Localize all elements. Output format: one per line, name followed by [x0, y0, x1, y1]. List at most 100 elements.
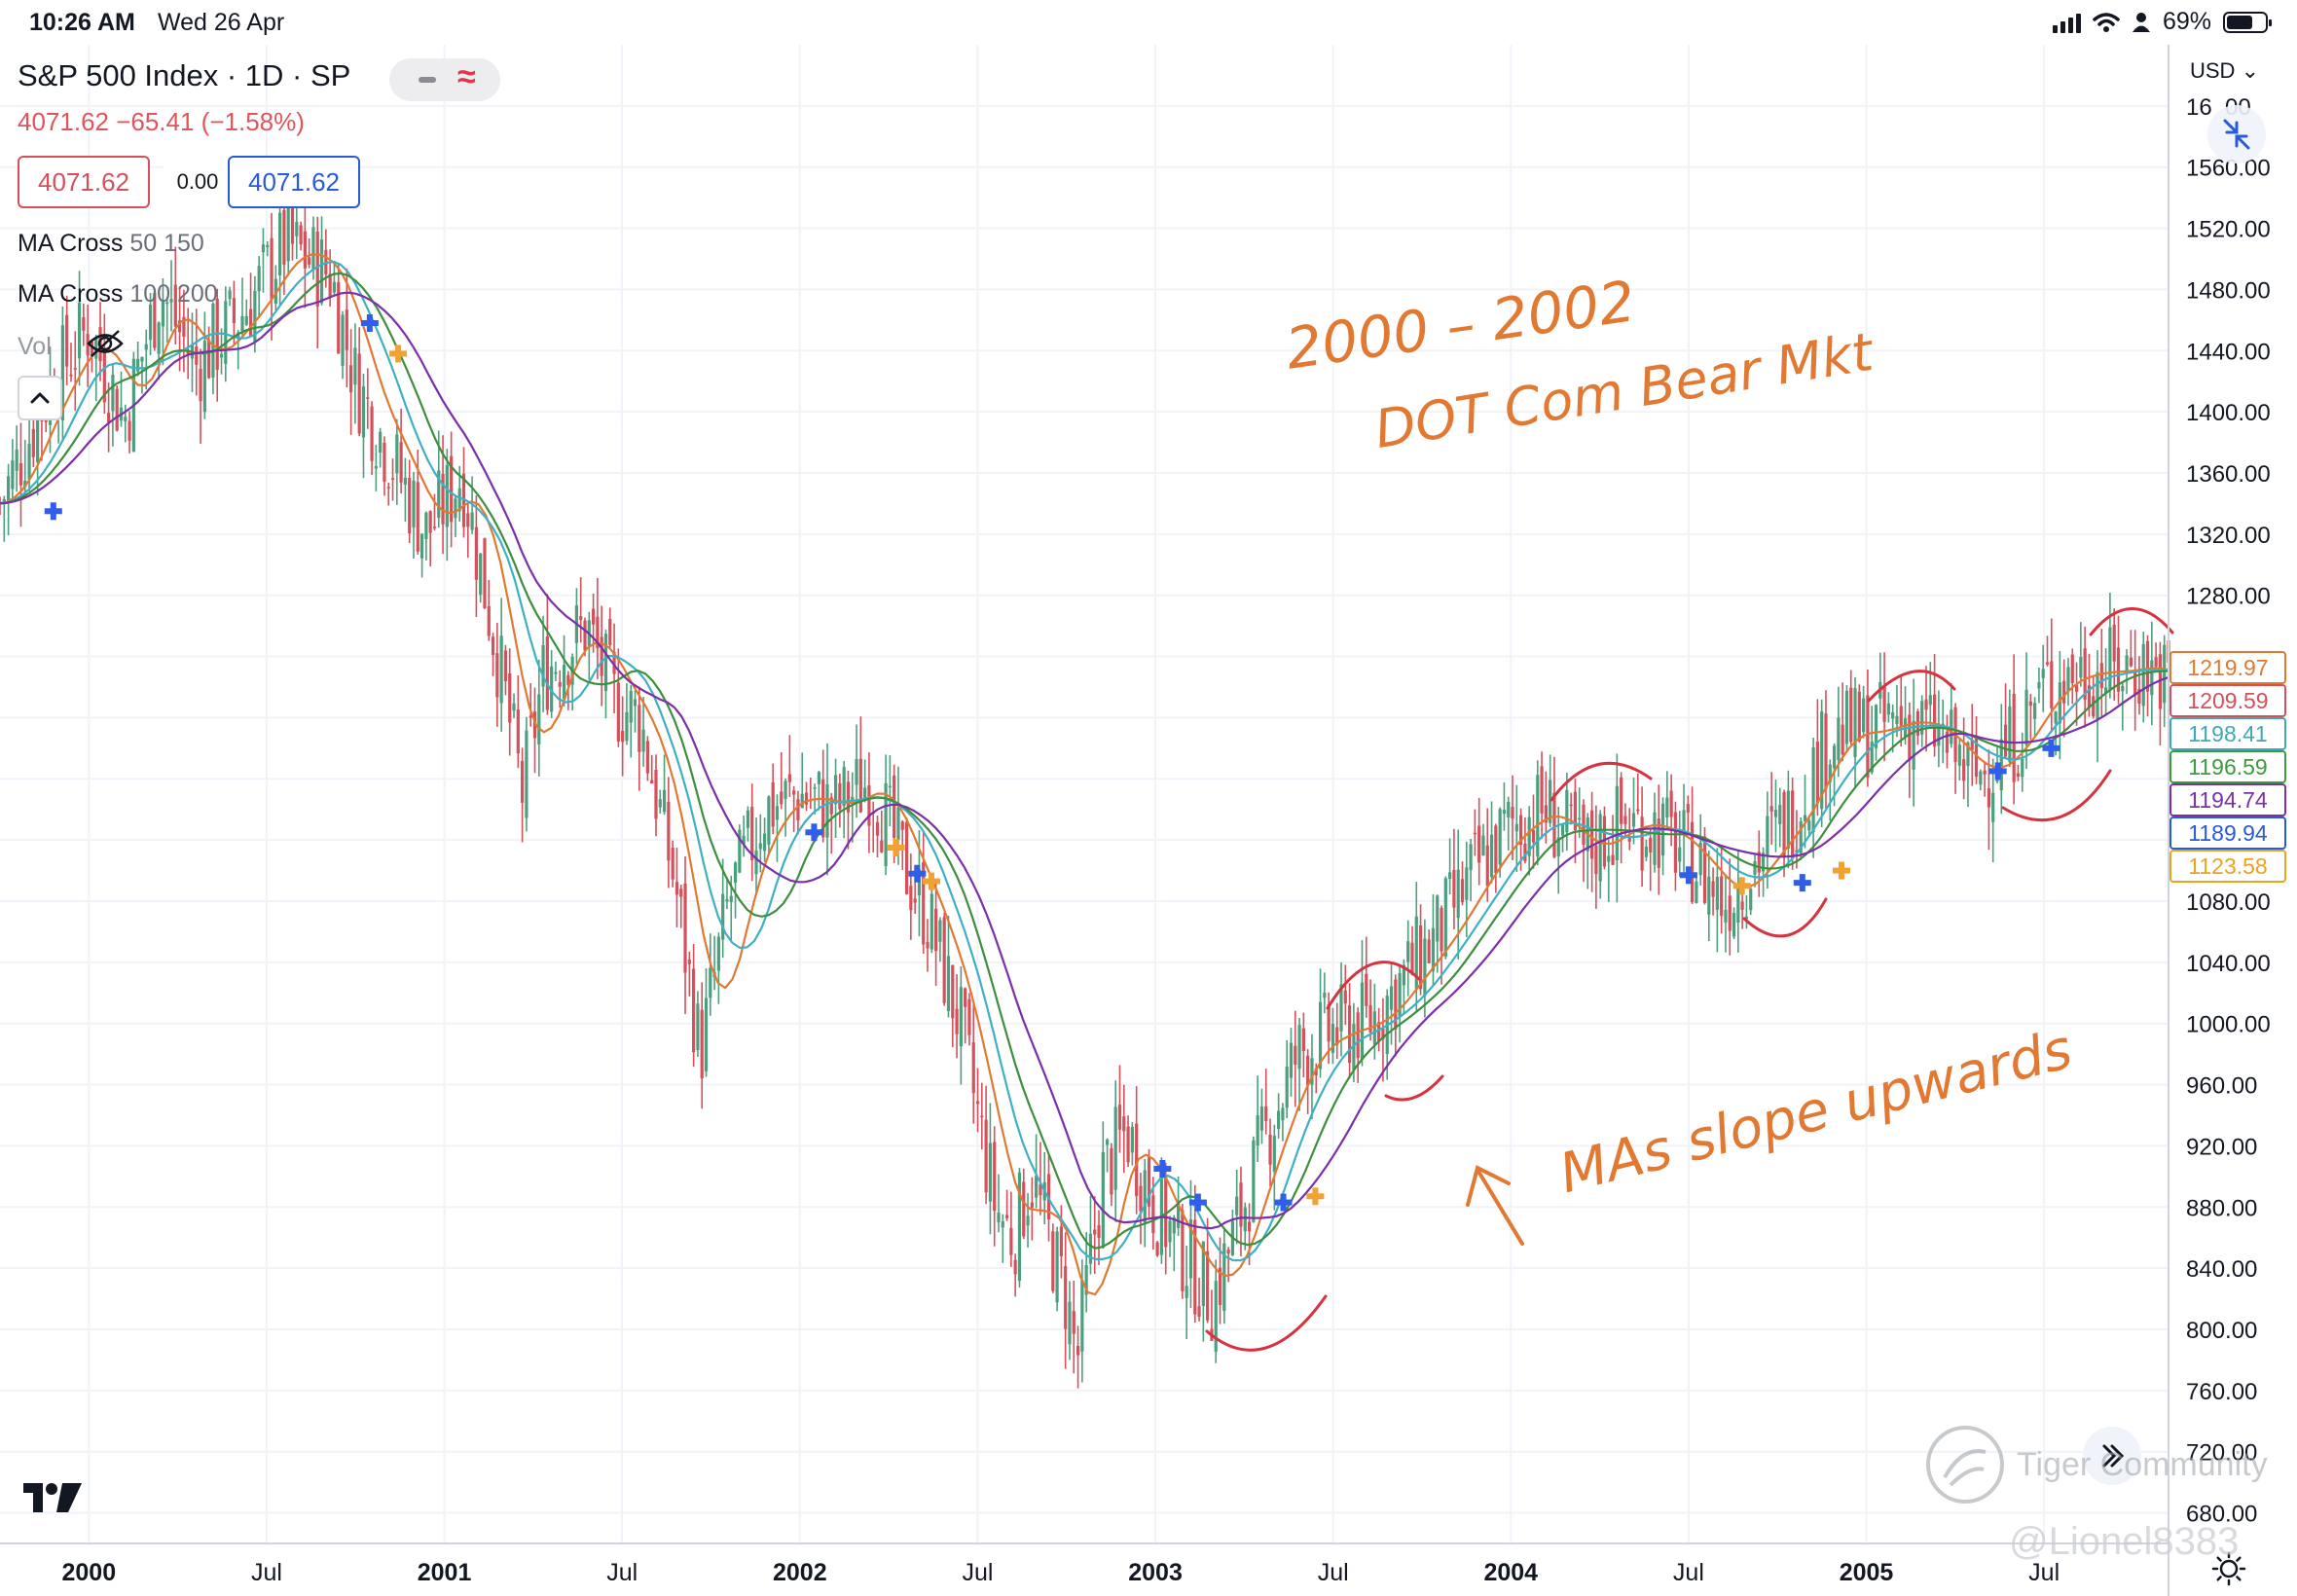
candle-body [1017, 1172, 1022, 1282]
candle-body [1895, 715, 1899, 724]
collapse-legend-button[interactable] [18, 376, 62, 420]
candle-body [1732, 913, 1736, 937]
candle-body [1623, 816, 1627, 824]
indicator-ma-cross-1[interactable]: MA Cross 50 150 [18, 230, 204, 258]
candle-body [1481, 835, 1485, 856]
last-price-box [2169, 850, 2286, 883]
currency-selector[interactable]: USD ⌄ [2190, 58, 2259, 84]
candle-body [491, 636, 495, 656]
candle-body [1560, 823, 1565, 836]
candle-body [696, 1003, 700, 1050]
candle-body [1188, 1219, 1193, 1279]
candle-body [1899, 706, 1903, 726]
candle-body [1502, 810, 1507, 815]
y-tick-label: 920.00 [2186, 1134, 2257, 1160]
candle-body [541, 644, 545, 687]
candle-body [1143, 1170, 1147, 1223]
candle-body [248, 308, 253, 337]
candle-body [704, 998, 709, 1071]
candle-body [273, 278, 277, 305]
candle-body [1222, 1243, 1226, 1312]
candle-body [1365, 973, 1368, 1006]
candle-body [1874, 705, 1878, 748]
candle-body [1456, 869, 1460, 919]
candle-body [328, 273, 332, 298]
candle-body [1578, 817, 1582, 820]
candle-body [1778, 805, 1782, 825]
spread-value: 0.00 [164, 156, 232, 208]
candle-body [1314, 1068, 1318, 1075]
candle-body [1995, 780, 1999, 782]
candle-body [1406, 941, 1410, 962]
battery-icon [2223, 11, 2272, 33]
candle-body [888, 785, 892, 788]
candle-body [1636, 809, 1640, 812]
y-tick-label: 1040.00 [2186, 951, 2271, 977]
chart-style-toggle[interactable]: ≈ [389, 58, 500, 101]
candle-body [884, 782, 888, 866]
sell-button[interactable]: 4071.62 [18, 156, 150, 208]
candle-body [1824, 713, 1828, 789]
candle-body [128, 420, 131, 441]
candle-body [603, 634, 608, 692]
candle-body [629, 690, 633, 723]
hide-eye-icon[interactable] [86, 327, 125, 360]
candle-body [437, 470, 441, 519]
candle-body [349, 365, 353, 393]
settings-sun-icon[interactable] [2211, 1551, 2246, 1586]
candle-body [390, 478, 395, 480]
candle-body [1527, 816, 1531, 856]
candle-body [1979, 771, 1983, 785]
symbol-title[interactable]: S&P 500 Index · 1D · SP [18, 58, 351, 92]
indicator-ma-cross-2[interactable]: MA Cross 100 200 [18, 280, 218, 308]
x-tick-label: 2002 [773, 1559, 827, 1586]
candle-body [896, 807, 900, 841]
candle-body [1691, 821, 1695, 903]
candle-body [157, 322, 161, 354]
goto-realtime-button[interactable] [2083, 1427, 2141, 1485]
candle-body [2028, 701, 2032, 707]
candle-body [1991, 792, 1995, 822]
candle-body [1268, 1134, 1272, 1165]
candle-body [366, 397, 370, 399]
x-tick-label: 2003 [1128, 1559, 1183, 1586]
status-time: 10:26 AM [29, 9, 135, 36]
cross-marker-v [914, 864, 921, 883]
candle-body [1598, 814, 1602, 882]
volume-label[interactable]: Vol [18, 333, 52, 360]
candle-body [1957, 744, 1961, 766]
candle-body [416, 482, 419, 552]
candle-body [1159, 1173, 1164, 1255]
candle-body [641, 729, 645, 752]
candle-body [2016, 773, 2021, 778]
candle-body [1698, 842, 1702, 876]
candle-body [1164, 1175, 1168, 1248]
candle-body [967, 998, 971, 1035]
candle-body [115, 388, 119, 431]
candle-body [846, 781, 851, 813]
candle-body [1368, 1004, 1372, 1033]
buy-button[interactable]: 4071.62 [228, 156, 360, 208]
candle-body [1281, 1107, 1285, 1121]
candle-body [503, 650, 508, 682]
candle-body [1026, 1215, 1030, 1226]
candle-body [1841, 724, 1844, 755]
candle-body [1113, 1106, 1117, 1190]
candle-body [1640, 816, 1644, 871]
candle-body [1974, 738, 1979, 778]
candle-body [1093, 1229, 1097, 1235]
candle-body [1862, 698, 1866, 733]
collapse-chevron-icon [30, 392, 50, 404]
hand-drawn-arc [1742, 897, 1828, 938]
candle-body [1886, 703, 1890, 715]
candle-body [1966, 742, 1970, 767]
cross-marker-v [1738, 877, 1745, 895]
tradingview-logo-icon[interactable] [21, 1479, 84, 1518]
expand-button[interactable] [2207, 105, 2266, 163]
hand-drawn-arc [1326, 961, 1421, 1010]
candle-body [2150, 660, 2154, 696]
y-tick-label: 1520.00 [2186, 217, 2271, 243]
y-tick-label: 1440.00 [2186, 339, 2271, 365]
candle-body [662, 789, 667, 813]
